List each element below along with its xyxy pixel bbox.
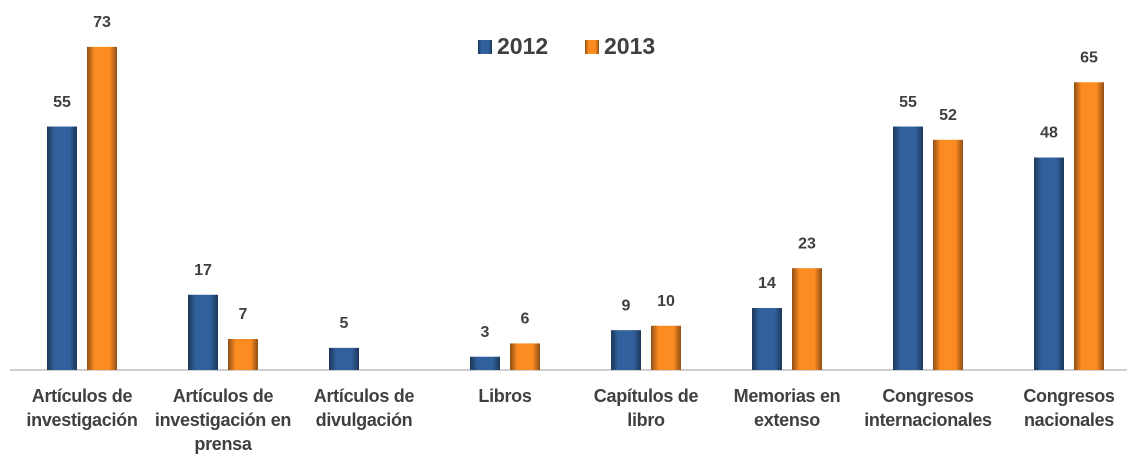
data-label: 9 bbox=[622, 297, 631, 314]
legend-label: 2012 bbox=[497, 33, 548, 59]
x-tick-label: Libros bbox=[478, 386, 532, 406]
data-label: 48 bbox=[1040, 125, 1058, 142]
x-tick-label: Capítulos de libro bbox=[593, 386, 699, 430]
data-label: 55 bbox=[899, 94, 917, 111]
bar bbox=[1074, 82, 1104, 371]
bar bbox=[893, 126, 923, 371]
data-label: 6 bbox=[521, 311, 530, 328]
data-label: 73 bbox=[93, 14, 111, 31]
bar bbox=[228, 339, 258, 370]
bar bbox=[752, 308, 782, 370]
bar bbox=[933, 139, 963, 370]
x-tick-label: Congresos internacionales bbox=[864, 386, 992, 430]
bar bbox=[1034, 157, 1064, 370]
data-label: 65 bbox=[1080, 49, 1098, 66]
bar bbox=[510, 343, 540, 370]
data-label: 7 bbox=[239, 306, 248, 323]
data-label: 14 bbox=[758, 275, 776, 292]
bar bbox=[329, 347, 359, 370]
x-tick-label: Artículos de divulgación bbox=[313, 386, 415, 430]
bar bbox=[470, 356, 500, 370]
bar bbox=[87, 46, 117, 370]
bar bbox=[47, 126, 77, 371]
data-label: 3 bbox=[481, 324, 490, 341]
x-tick-label: Artículos de investigación en prensa bbox=[154, 386, 292, 454]
data-label: 52 bbox=[939, 107, 957, 124]
data-label: 5 bbox=[340, 315, 349, 332]
legend-label: 2013 bbox=[604, 33, 655, 59]
data-label: 17 bbox=[194, 262, 212, 279]
legend-swatch bbox=[478, 40, 492, 54]
data-label: 23 bbox=[798, 235, 816, 252]
x-tick-label: Memorias en extenso bbox=[733, 386, 841, 430]
bar bbox=[188, 294, 218, 370]
x-tick-label: Congresos nacionales bbox=[1023, 386, 1115, 430]
data-label: 10 bbox=[657, 293, 675, 310]
bar bbox=[792, 268, 822, 370]
legend-swatch bbox=[585, 40, 599, 54]
bar bbox=[611, 330, 641, 370]
data-label: 55 bbox=[53, 94, 71, 111]
bar bbox=[651, 325, 681, 370]
x-tick-label: Artículos de investigación bbox=[26, 386, 138, 430]
